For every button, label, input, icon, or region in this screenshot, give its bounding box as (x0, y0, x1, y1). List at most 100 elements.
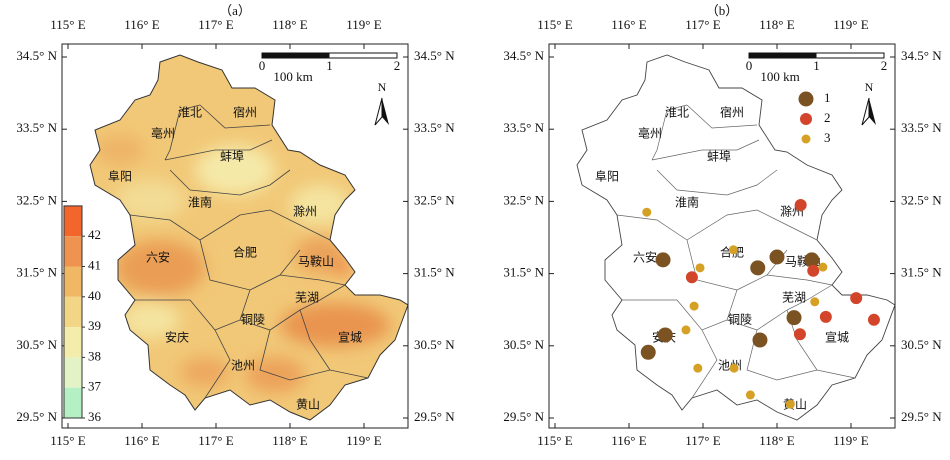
city-label: 宿州 (720, 105, 744, 120)
x-tick-label: 117° E (685, 433, 720, 448)
city-label: 滁州 (293, 204, 317, 219)
city-label: 蚌埠 (220, 150, 244, 164)
colorbar-frame (63, 205, 83, 419)
x-tick-label: 116° E (611, 17, 646, 32)
station-point (640, 344, 656, 360)
colorbar-cell (64, 205, 82, 237)
station-point (657, 327, 673, 343)
y-tick-label: 32.5° N (901, 192, 942, 207)
station-point (807, 264, 820, 277)
station-point (745, 390, 755, 400)
x-tick-label: 119° E (833, 17, 868, 32)
y-tick-label: 29.5° N (16, 409, 57, 424)
city-label: 阜阳 (108, 170, 132, 184)
city-label: 淮南 (188, 195, 212, 210)
y-tick-label: 34.5° N (901, 48, 942, 63)
city-label: 铜陵 (241, 312, 265, 327)
station-point (794, 199, 807, 212)
scale-label: 1 (813, 58, 820, 73)
colorbar-cell (64, 296, 82, 328)
station-point (693, 363, 703, 373)
colorbar-cell (64, 236, 82, 267)
y-tick-label: 31.5° N (901, 265, 942, 280)
station-point (850, 292, 863, 305)
colorbar-cell (64, 387, 82, 418)
city-label: 淮北 (178, 106, 202, 120)
y-tick-label: 33.5° N (16, 120, 57, 135)
y-tick-label: 34.5° N (503, 48, 544, 63)
x-tick-label: 116° E (124, 17, 159, 32)
city-label: 淮北 (665, 106, 689, 120)
station-point (752, 332, 768, 348)
y-tick-label: 29.5° N (901, 409, 942, 424)
city-label: 芜湖 (782, 290, 806, 305)
y-tick-label: 31.5° N (16, 265, 57, 280)
y-tick-label: 30.5° N (414, 337, 455, 352)
station-point (729, 363, 739, 373)
y-tick-label: 34.5° N (414, 48, 455, 63)
station-point (728, 245, 738, 255)
legend-label: 3 (824, 130, 831, 145)
colorbar-cell (64, 266, 82, 297)
station-point (786, 310, 802, 326)
north-label: N (378, 80, 387, 94)
scale-label: 0 (259, 58, 266, 73)
panel-title: （a） (219, 3, 251, 18)
legend-label: 2 (824, 110, 831, 125)
north-arrow (382, 98, 389, 125)
y-tick-label: 30.5° N (16, 337, 57, 352)
station-point (810, 297, 820, 307)
city-label: 合肥 (233, 245, 257, 260)
y-tick-label: 30.5° N (503, 337, 544, 352)
x-tick-label: 115° E (50, 433, 85, 448)
x-tick-label: 115° E (537, 433, 572, 448)
station-point (750, 260, 766, 276)
north-arrow (869, 98, 876, 125)
colorbar-cell (64, 327, 82, 358)
station-point (818, 262, 828, 272)
north-arrow (374, 97, 383, 126)
y-tick-label: 31.5° N (503, 265, 544, 280)
colorbar-label: 41 (88, 257, 101, 272)
scale-bar (262, 53, 330, 58)
plot-frame (548, 43, 896, 429)
temperature-field (90, 55, 408, 420)
station-point (681, 325, 691, 335)
city-label: 安庆 (165, 330, 189, 345)
station-point (804, 252, 820, 268)
city-label: 淮南 (675, 195, 699, 210)
city-label: 池州 (231, 359, 255, 373)
y-tick-label: 33.5° N (503, 120, 544, 135)
city-label: 宿州 (233, 105, 257, 120)
city-label: 宣城 (338, 330, 362, 345)
city-label: 铜陵 (728, 312, 752, 327)
y-tick-label: 29.5° N (503, 409, 544, 424)
north-arrow (861, 97, 870, 126)
colorbar-label: 38 (88, 348, 101, 363)
station-point (685, 271, 698, 284)
panel-title: （b） (706, 3, 739, 18)
x-tick-label: 119° E (346, 17, 381, 32)
x-tick-label: 117° E (685, 17, 720, 32)
city-label: 亳州 (151, 126, 175, 141)
scale-label: 2 (881, 58, 888, 73)
x-tick-label: 116° E (611, 433, 646, 448)
city-label: 黄山 (296, 398, 320, 412)
station-point (695, 263, 705, 273)
city-label: 宣城 (825, 330, 849, 345)
station-point (769, 249, 785, 265)
city-label: 马鞍山 (298, 254, 334, 269)
scale-label: 1 (326, 58, 333, 73)
north-label: N (865, 80, 874, 94)
x-tick-label: 117° E (198, 17, 233, 32)
y-tick-label: 31.5° N (414, 265, 455, 280)
city-label: 阜阳 (595, 170, 619, 184)
x-tick-label: 118° E (272, 433, 307, 448)
legend-marker (800, 113, 812, 125)
y-tick-label: 32.5° N (414, 192, 455, 207)
city-label: 芜湖 (295, 290, 319, 305)
x-tick-label: 116° E (124, 433, 159, 448)
station-point (819, 310, 832, 323)
legend-label: 1 (824, 90, 831, 105)
colorbar-cell (64, 357, 82, 388)
